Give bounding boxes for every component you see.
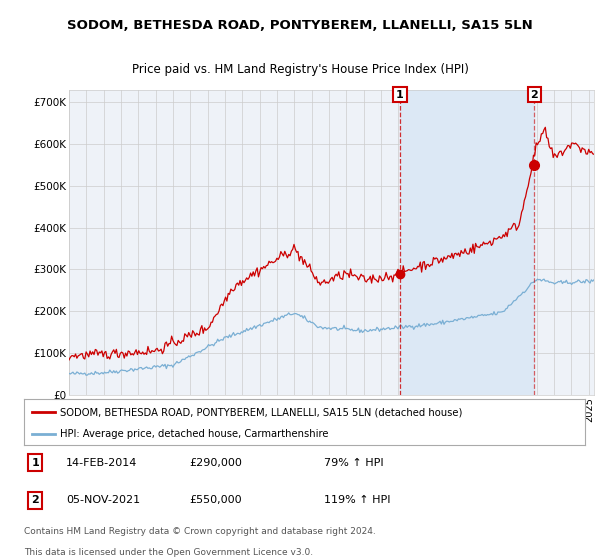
Text: 05-NOV-2021: 05-NOV-2021 — [66, 496, 140, 506]
Text: £290,000: £290,000 — [190, 458, 242, 468]
Text: 14-FEB-2014: 14-FEB-2014 — [66, 458, 137, 468]
Text: 2: 2 — [31, 496, 39, 506]
Text: SODOM, BETHESDA ROAD, PONTYBEREM, LLANELLI, SA15 5LN (detached house): SODOM, BETHESDA ROAD, PONTYBEREM, LLANEL… — [61, 407, 463, 417]
Text: 2: 2 — [530, 90, 538, 100]
Text: Price paid vs. HM Land Registry's House Price Index (HPI): Price paid vs. HM Land Registry's House … — [131, 63, 469, 76]
Bar — [400, 90, 534, 395]
Text: 1: 1 — [31, 458, 39, 468]
Text: HPI: Average price, detached house, Carmarthenshire: HPI: Average price, detached house, Carm… — [61, 429, 329, 438]
Text: £550,000: £550,000 — [190, 496, 242, 506]
Text: 79% ↑ HPI: 79% ↑ HPI — [324, 458, 384, 468]
Text: Contains HM Land Registry data © Crown copyright and database right 2024.: Contains HM Land Registry data © Crown c… — [24, 527, 376, 536]
Text: 1: 1 — [396, 90, 404, 100]
Text: 119% ↑ HPI: 119% ↑ HPI — [324, 496, 391, 506]
Text: This data is licensed under the Open Government Licence v3.0.: This data is licensed under the Open Gov… — [24, 548, 313, 557]
Text: SODOM, BETHESDA ROAD, PONTYBEREM, LLANELLI, SA15 5LN: SODOM, BETHESDA ROAD, PONTYBEREM, LLANEL… — [67, 18, 533, 31]
